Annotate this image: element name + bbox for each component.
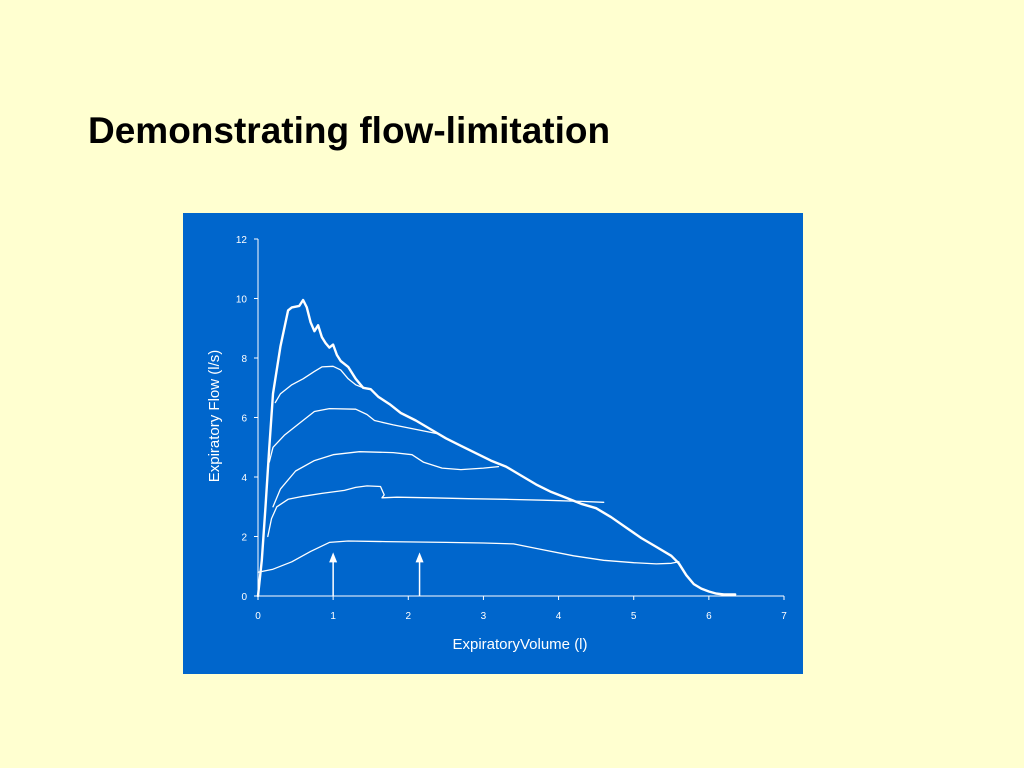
- x-tick-label: 7: [781, 611, 787, 622]
- arrow-head-icon: [415, 552, 424, 563]
- y-tick-label: 0: [241, 592, 247, 603]
- series-line-1: [256, 298, 737, 598]
- y-axis-label: Expiratory Flow (l/s): [206, 350, 223, 483]
- y-tick-label: 4: [241, 473, 247, 484]
- page-title: Demonstrating flow-limitation: [88, 110, 611, 151]
- x-tick-label: 2: [406, 611, 412, 622]
- x-tick-label: 4: [556, 611, 562, 622]
- series-line-5: [267, 485, 605, 538]
- series-line-4: [272, 451, 500, 508]
- y-tick-label: 8: [241, 354, 247, 365]
- series-line-3: [268, 407, 439, 463]
- x-tick-label: 5: [631, 611, 637, 622]
- y-tick-label: 10: [236, 295, 248, 306]
- series-group: [256, 298, 737, 598]
- x-tick-label: 1: [330, 611, 336, 622]
- x-tick-label: 0: [255, 611, 261, 622]
- x-tick-label: 6: [706, 611, 712, 622]
- x-tick-label: 3: [481, 611, 487, 622]
- axes: [254, 238, 785, 600]
- x-axis-label: ExpiratoryVolume (l): [452, 636, 587, 653]
- y-tick-label: 2: [241, 533, 247, 544]
- annotations: [329, 552, 424, 596]
- chart-panel: 0 1 2 3 4 5 6 7 0 2 4 6 8 10 12 ExpiratoryVolume (l) E…: [183, 213, 803, 674]
- y-tick-label: 6: [241, 414, 247, 425]
- series-line-6: [257, 540, 680, 573]
- y-tick-label: 12: [236, 235, 248, 246]
- series-line-2: [274, 365, 364, 404]
- arrow-head-icon: [329, 552, 338, 563]
